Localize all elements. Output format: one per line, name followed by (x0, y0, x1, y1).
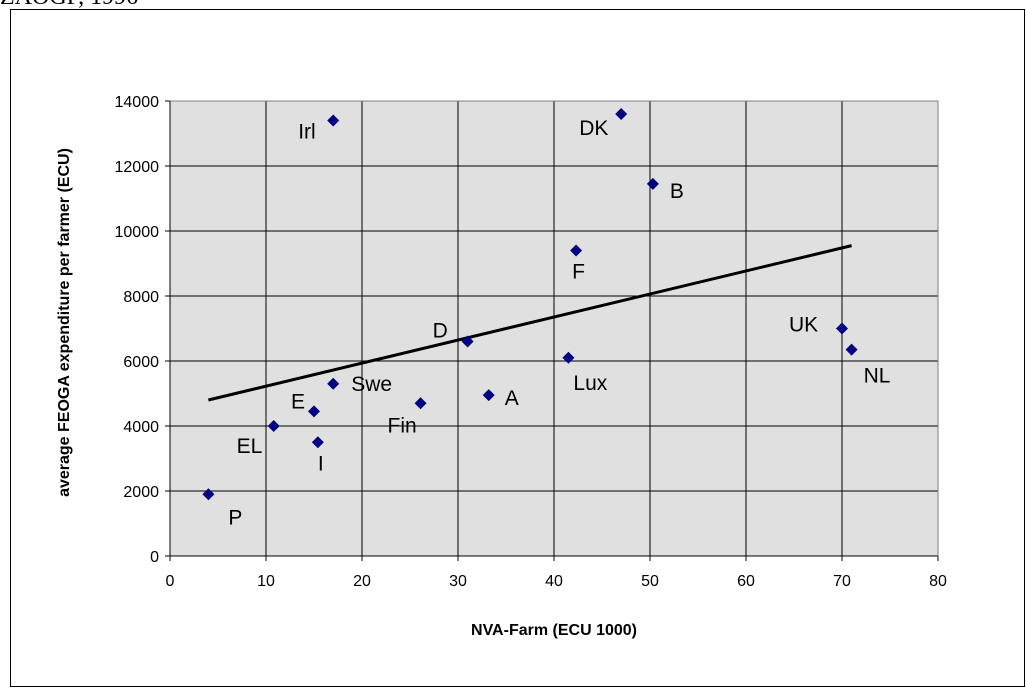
point-label-e: E (291, 390, 305, 413)
point-label-el: EL (237, 435, 263, 458)
y-tick-label: 12000 (115, 159, 160, 176)
data-point-b (646, 177, 659, 190)
x-tick-label: 50 (641, 573, 659, 590)
point-label-p: P (228, 506, 242, 529)
page-title: ZAOGF, 1996 (0, 0, 138, 11)
data-point-swe (327, 377, 340, 390)
x-tick-label: 30 (449, 573, 467, 590)
data-points (202, 108, 858, 501)
point-label-d: D (433, 320, 448, 343)
point-label-swe: Swe (351, 373, 392, 396)
point-label-b: B (670, 180, 684, 203)
y-tick-label: 14000 (115, 94, 160, 111)
data-point-e (308, 405, 320, 418)
point-label-i: I (318, 452, 324, 475)
data-point-fin (414, 397, 427, 410)
data-point-lux (562, 351, 575, 364)
x-tick-label: 80 (929, 573, 947, 590)
point-label-a: A (505, 387, 519, 410)
data-point-nl (845, 343, 858, 356)
axes (165, 100, 939, 561)
scatter-chart: 0 10 20 30 40 50 60 70 80 0 2000 4000 6000 8000 10000 1… (56, 94, 948, 639)
y-tick-label: 2000 (123, 484, 159, 501)
data-point-i (311, 436, 324, 449)
x-tick-label: 0 (166, 573, 175, 590)
x-tick-label: 10 (257, 573, 275, 590)
data-point-irl (327, 114, 340, 127)
x-axis-title: NVA-Farm (ECU 1000) (471, 622, 637, 639)
x-tick-label: 70 (833, 573, 851, 590)
x-tick-label: 40 (545, 573, 563, 590)
point-label-lux: Lux (573, 372, 607, 395)
point-label-uk: UK (789, 314, 818, 337)
data-point-el (267, 420, 280, 432)
point-label-fin: Fin (388, 414, 417, 437)
point-label-dk: DK (579, 117, 608, 140)
data-point-uk (836, 322, 848, 335)
y-tick-label: 0 (150, 549, 159, 566)
point-label-nl: NL (864, 365, 891, 388)
trendline-group (208, 244, 852, 402)
data-point-dk (615, 108, 628, 120)
point-label-irl: Irl (298, 121, 316, 144)
x-tick-label: 60 (737, 573, 755, 590)
y-axis-title: average FEOGA expenditure per farmer (EC… (56, 148, 73, 497)
data-point-a (482, 389, 495, 402)
x-tick-label: 20 (353, 573, 371, 590)
data-point-p (202, 488, 215, 501)
point-labels: P EL E I Swe Irl Fin D A Lux F DK B UK NL (228, 117, 890, 529)
data-point-d (461, 335, 474, 348)
trendline (208, 244, 852, 402)
y-tick-label: 8000 (123, 289, 159, 306)
chart-frame: 0 10 20 30 40 50 60 70 80 0 2000 4000 6000 8000 10000 1… (10, 9, 1025, 687)
y-tick-label: 10000 (115, 224, 160, 241)
y-tick-label: 4000 (123, 419, 159, 436)
data-point-f (570, 244, 583, 257)
tick-labels: 0 10 20 30 40 50 60 70 80 0 2000 4000 6000 8000 10000 1… (115, 94, 948, 590)
y-tick-label: 6000 (123, 354, 159, 371)
point-label-f: F (572, 261, 585, 284)
